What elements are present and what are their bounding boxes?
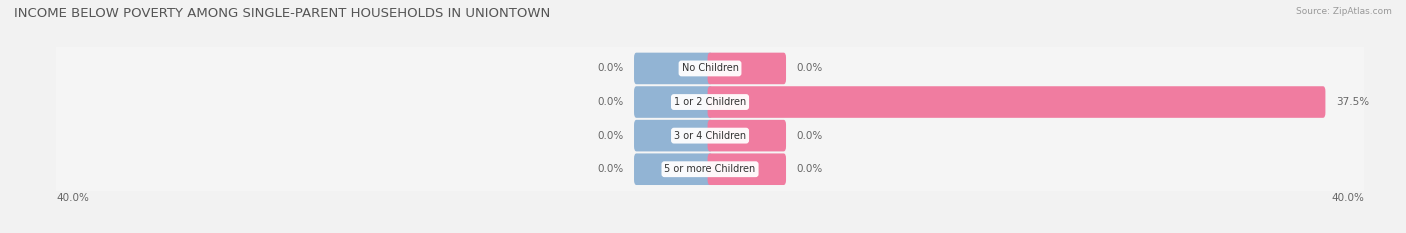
FancyBboxPatch shape xyxy=(634,120,713,151)
FancyBboxPatch shape xyxy=(46,79,1374,126)
Text: 0.0%: 0.0% xyxy=(797,63,823,73)
Text: INCOME BELOW POVERTY AMONG SINGLE-PARENT HOUSEHOLDS IN UNIONTOWN: INCOME BELOW POVERTY AMONG SINGLE-PARENT… xyxy=(14,7,550,20)
FancyBboxPatch shape xyxy=(634,154,713,185)
FancyBboxPatch shape xyxy=(46,146,1374,193)
Text: 37.5%: 37.5% xyxy=(1336,97,1369,107)
Text: 40.0%: 40.0% xyxy=(56,193,89,203)
FancyBboxPatch shape xyxy=(707,154,786,185)
FancyBboxPatch shape xyxy=(707,86,1326,118)
FancyBboxPatch shape xyxy=(52,46,1368,91)
Text: 0.0%: 0.0% xyxy=(797,164,823,174)
FancyBboxPatch shape xyxy=(46,112,1374,159)
FancyBboxPatch shape xyxy=(634,86,713,118)
FancyBboxPatch shape xyxy=(52,80,1368,124)
Text: Source: ZipAtlas.com: Source: ZipAtlas.com xyxy=(1296,7,1392,16)
Text: 3 or 4 Children: 3 or 4 Children xyxy=(673,131,747,141)
FancyBboxPatch shape xyxy=(707,53,786,84)
Text: 0.0%: 0.0% xyxy=(598,164,623,174)
FancyBboxPatch shape xyxy=(707,120,786,151)
FancyBboxPatch shape xyxy=(52,113,1368,158)
Text: 40.0%: 40.0% xyxy=(1331,193,1364,203)
Text: No Children: No Children xyxy=(682,63,738,73)
Text: 0.0%: 0.0% xyxy=(598,97,623,107)
FancyBboxPatch shape xyxy=(46,45,1374,92)
Text: 1 or 2 Children: 1 or 2 Children xyxy=(673,97,747,107)
Text: 0.0%: 0.0% xyxy=(797,131,823,141)
FancyBboxPatch shape xyxy=(52,147,1368,191)
Text: 0.0%: 0.0% xyxy=(598,131,623,141)
Text: 0.0%: 0.0% xyxy=(598,63,623,73)
FancyBboxPatch shape xyxy=(634,53,713,84)
Text: 5 or more Children: 5 or more Children xyxy=(665,164,755,174)
